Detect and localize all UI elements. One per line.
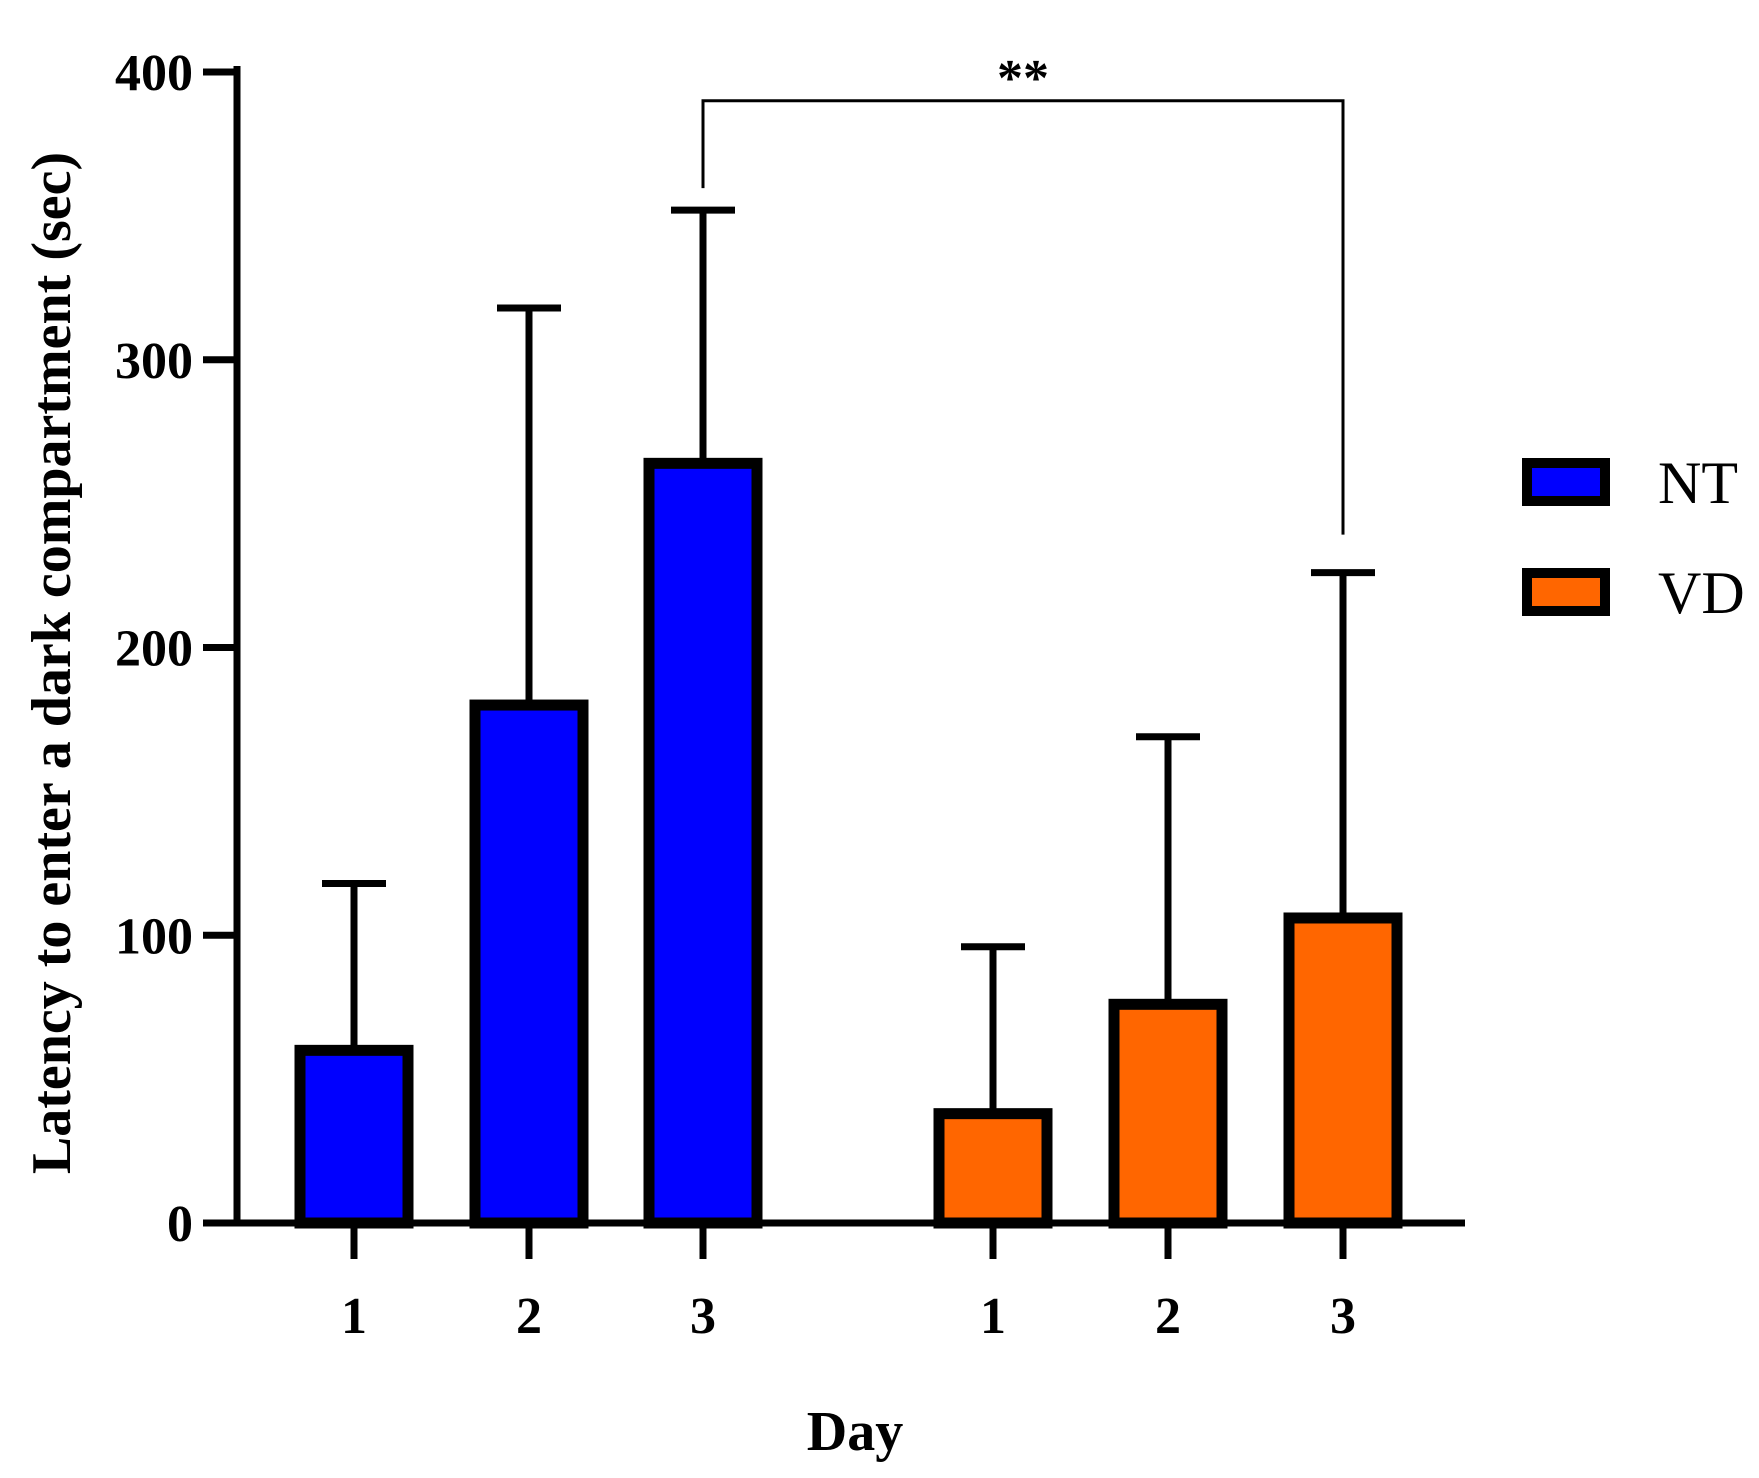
x-tick-label: 3 (690, 1288, 716, 1345)
x-tick-label: 2 (516, 1288, 542, 1345)
significance-label: ** (997, 50, 1049, 107)
legend-swatch-vd (1522, 568, 1610, 616)
y-tick-label: 300 (115, 333, 193, 390)
significance-bracket (701, 99, 1345, 535)
y-tick-label: 100 (115, 908, 193, 965)
x-axis-title: Day (807, 1401, 903, 1463)
bars-layer (294, 457, 1403, 1229)
legend-label-vd: VD (1658, 560, 1745, 626)
y-tick-label: 200 (115, 621, 193, 678)
bar-vd-day-2 (1108, 998, 1228, 1229)
x-tick-label: 3 (1330, 1288, 1356, 1345)
legend: NT VD (1522, 450, 1745, 626)
x-tick-label: 1 (980, 1288, 1006, 1345)
axes-layer: 0 100 200 300 400 1 2 3 1 2 3 (115, 45, 1465, 1345)
x-tick-label: 2 (1155, 1288, 1181, 1345)
error-bars-layer (322, 206, 1375, 1114)
y-tick-label: 400 (115, 45, 193, 102)
significance-layer: ** (701, 50, 1345, 535)
y-tick-label: 0 (167, 1196, 193, 1253)
bar-nt-day-1 (294, 1044, 414, 1229)
bar-nt-day-3 (643, 457, 763, 1229)
y-axis-title: Latency to enter a dark compartment (sec… (21, 152, 83, 1174)
bar-vd-day-3 (1283, 912, 1403, 1229)
bar-nt-day-2 (469, 699, 589, 1229)
bar-vd-day-1 (933, 1108, 1053, 1229)
legend-swatch-nt (1522, 458, 1610, 506)
x-tick-label: 1 (341, 1288, 367, 1345)
legend-label-nt: NT (1658, 450, 1738, 516)
